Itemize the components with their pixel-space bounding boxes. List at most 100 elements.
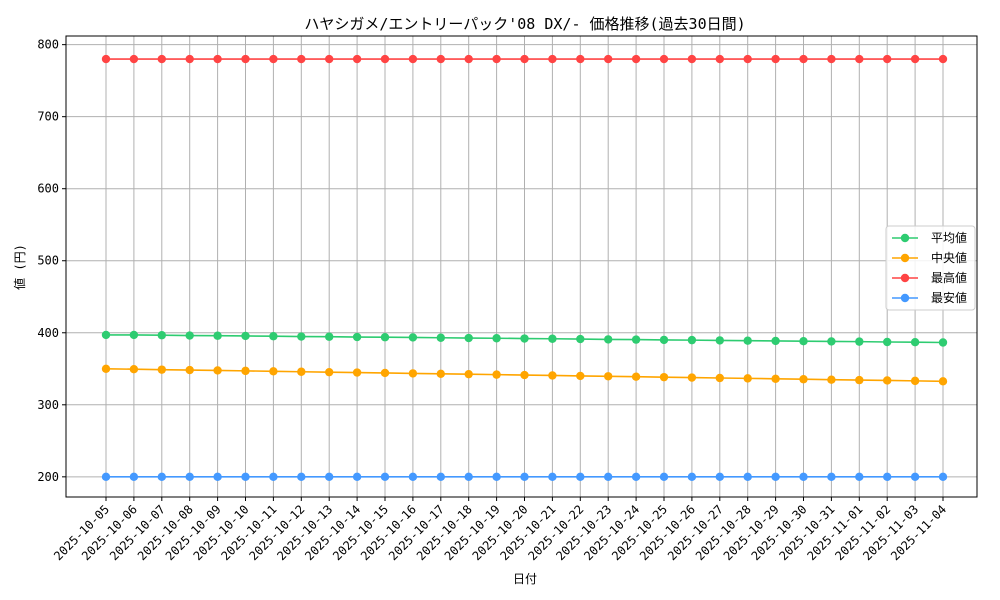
data-point: [883, 54, 892, 64]
data-point: [659, 335, 669, 345]
data-point: [297, 332, 306, 341]
data-point: [910, 54, 920, 64]
data-point: [241, 331, 250, 341]
data-point: [938, 472, 948, 482]
data-point: [185, 54, 194, 64]
data-point: [213, 54, 222, 64]
data-point: [715, 373, 724, 383]
data-point: [213, 331, 222, 340]
data-point: [548, 371, 557, 380]
data-point: [492, 54, 501, 64]
data-point: [910, 472, 920, 482]
data-point: [464, 472, 473, 482]
data-point: [576, 334, 585, 344]
data-point: [910, 376, 920, 386]
data-point: [799, 336, 808, 346]
data-point: [910, 338, 920, 347]
data-point: [325, 367, 334, 377]
data-point: [604, 372, 613, 381]
data-point: [520, 472, 529, 482]
data-point: [631, 472, 641, 482]
data-point: [771, 374, 780, 383]
data-point: [631, 335, 641, 344]
data-point: [827, 337, 836, 346]
legend-swatch-marker: [900, 233, 910, 243]
data-point: [129, 330, 139, 340]
legend-swatch-marker: [900, 273, 910, 283]
data-point: [436, 472, 445, 482]
data-point: [743, 472, 752, 482]
data-point: [576, 371, 585, 381]
data-point: [659, 472, 669, 482]
data-point: [408, 472, 418, 482]
data-point: [241, 366, 250, 376]
data-point: [297, 54, 306, 64]
data-point: [269, 367, 278, 376]
y-tick-label: 300: [37, 398, 59, 412]
grid: [66, 36, 977, 497]
data-point: [297, 367, 306, 376]
data-point: [883, 337, 892, 347]
data-point: [213, 366, 222, 375]
data-point: [548, 472, 557, 482]
data-point: [101, 364, 111, 373]
data-point: [213, 472, 222, 482]
data-point: [604, 335, 613, 344]
data-point: [352, 472, 362, 482]
data-point: [827, 375, 836, 384]
data-point: [269, 472, 278, 482]
y-axis: 200 300 400 500 600 700 800: [37, 38, 66, 484]
data-point: [715, 336, 724, 345]
data-point: [325, 54, 334, 64]
data-point: [938, 54, 948, 64]
data-point: [241, 472, 250, 482]
data-point: [464, 369, 473, 379]
data-point: [492, 472, 501, 482]
data-point: [269, 54, 278, 64]
data-point: [408, 369, 418, 378]
chart-title: ハヤシガメ/エントリーパック'08 DX/- 価格推移(過去30日間): [304, 15, 745, 33]
x-axis: 2025-10-052025-10-062025-10-072025-10-08…: [51, 497, 949, 563]
data-point: [380, 54, 390, 64]
legend-swatch-marker: [900, 293, 910, 303]
data-point: [520, 370, 529, 380]
y-tick-label: 600: [37, 182, 59, 196]
data-point: [129, 472, 139, 482]
data-point: [492, 370, 501, 379]
data-point: [157, 472, 166, 482]
data-point: [659, 372, 669, 382]
data-point: [492, 334, 501, 343]
data-point: [101, 330, 111, 340]
data-point: [743, 374, 752, 383]
data-point: [883, 376, 892, 385]
data-point: [687, 472, 697, 482]
data-point: [883, 472, 892, 482]
legend-label: 最高値: [931, 270, 967, 285]
data-point: [604, 54, 613, 64]
data-point: [799, 375, 808, 384]
data-point: [855, 54, 864, 64]
data-point: [185, 331, 194, 340]
data-point: [325, 332, 334, 341]
x-axis-label: 日付: [513, 572, 537, 586]
data-point: [687, 335, 697, 345]
data-point: [185, 472, 194, 482]
data-point: [436, 369, 445, 379]
data-point: [799, 472, 808, 482]
data-point: [408, 333, 418, 342]
y-tick-label: 400: [37, 326, 59, 340]
data-point: [297, 472, 306, 482]
data-point: [771, 336, 780, 346]
data-point: [576, 472, 585, 482]
series-group: [101, 54, 948, 482]
legend-box: [885, 225, 976, 311]
data-point: [855, 375, 864, 385]
data-point: [631, 372, 641, 381]
data-point: [325, 472, 334, 482]
data-point: [352, 368, 362, 377]
y-tick-label: 700: [37, 110, 59, 124]
plot-frame: [65, 35, 978, 498]
data-point: [631, 54, 641, 64]
data-point: [185, 365, 194, 375]
